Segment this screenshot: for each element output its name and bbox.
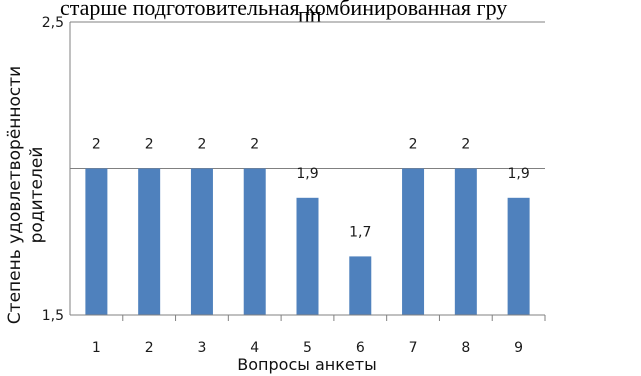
x-axis-title: Вопросы анкеты (237, 355, 376, 374)
header-text-line1: старше подготовительная комбинированная … (60, 0, 507, 20)
bar (85, 168, 108, 315)
data-label: 2 (250, 137, 259, 153)
bar (507, 197, 530, 315)
data-label: 1,7 (349, 224, 371, 240)
data-label: 2 (92, 137, 101, 153)
header-text-line2: пп (298, 2, 322, 27)
bar (349, 256, 372, 315)
y-axis-title-line2: родителей (27, 147, 47, 244)
bar (454, 168, 477, 315)
y-axis-title-line1: Степень удовлетворённости (5, 66, 25, 324)
x-tick-label: 8 (461, 340, 470, 356)
y-tick-label: 2,5 (42, 15, 64, 31)
x-tick-label: 2 (145, 340, 154, 356)
data-labels: 2 2 2 2 1,9 1,7 2 2 1,9 (92, 137, 530, 241)
data-label: 2 (145, 137, 154, 153)
bar (138, 168, 161, 315)
x-tick-label: 5 (303, 340, 312, 356)
data-label: 2 (461, 137, 470, 153)
x-tick-label: 9 (514, 340, 523, 356)
data-label: 2 (197, 137, 206, 153)
x-tick-label: 3 (197, 340, 206, 356)
x-tick-label: 1 (92, 340, 101, 356)
data-label: 1,9 (507, 166, 529, 182)
x-tick-label: 4 (250, 340, 259, 356)
y-tick-labels: 1,5 2,5 (42, 15, 64, 324)
bar (243, 168, 266, 315)
x-tick-labels: 1 2 3 4 5 6 7 8 9 (92, 315, 546, 356)
x-tick-label: 7 (409, 340, 418, 356)
data-label: 1,9 (296, 166, 318, 182)
bar (402, 168, 425, 315)
y-tick-label: 1,5 (42, 308, 64, 324)
bars (85, 168, 530, 315)
bar (296, 197, 319, 315)
bar (190, 168, 213, 315)
x-tick-label: 6 (356, 340, 365, 356)
data-label: 2 (409, 137, 418, 153)
